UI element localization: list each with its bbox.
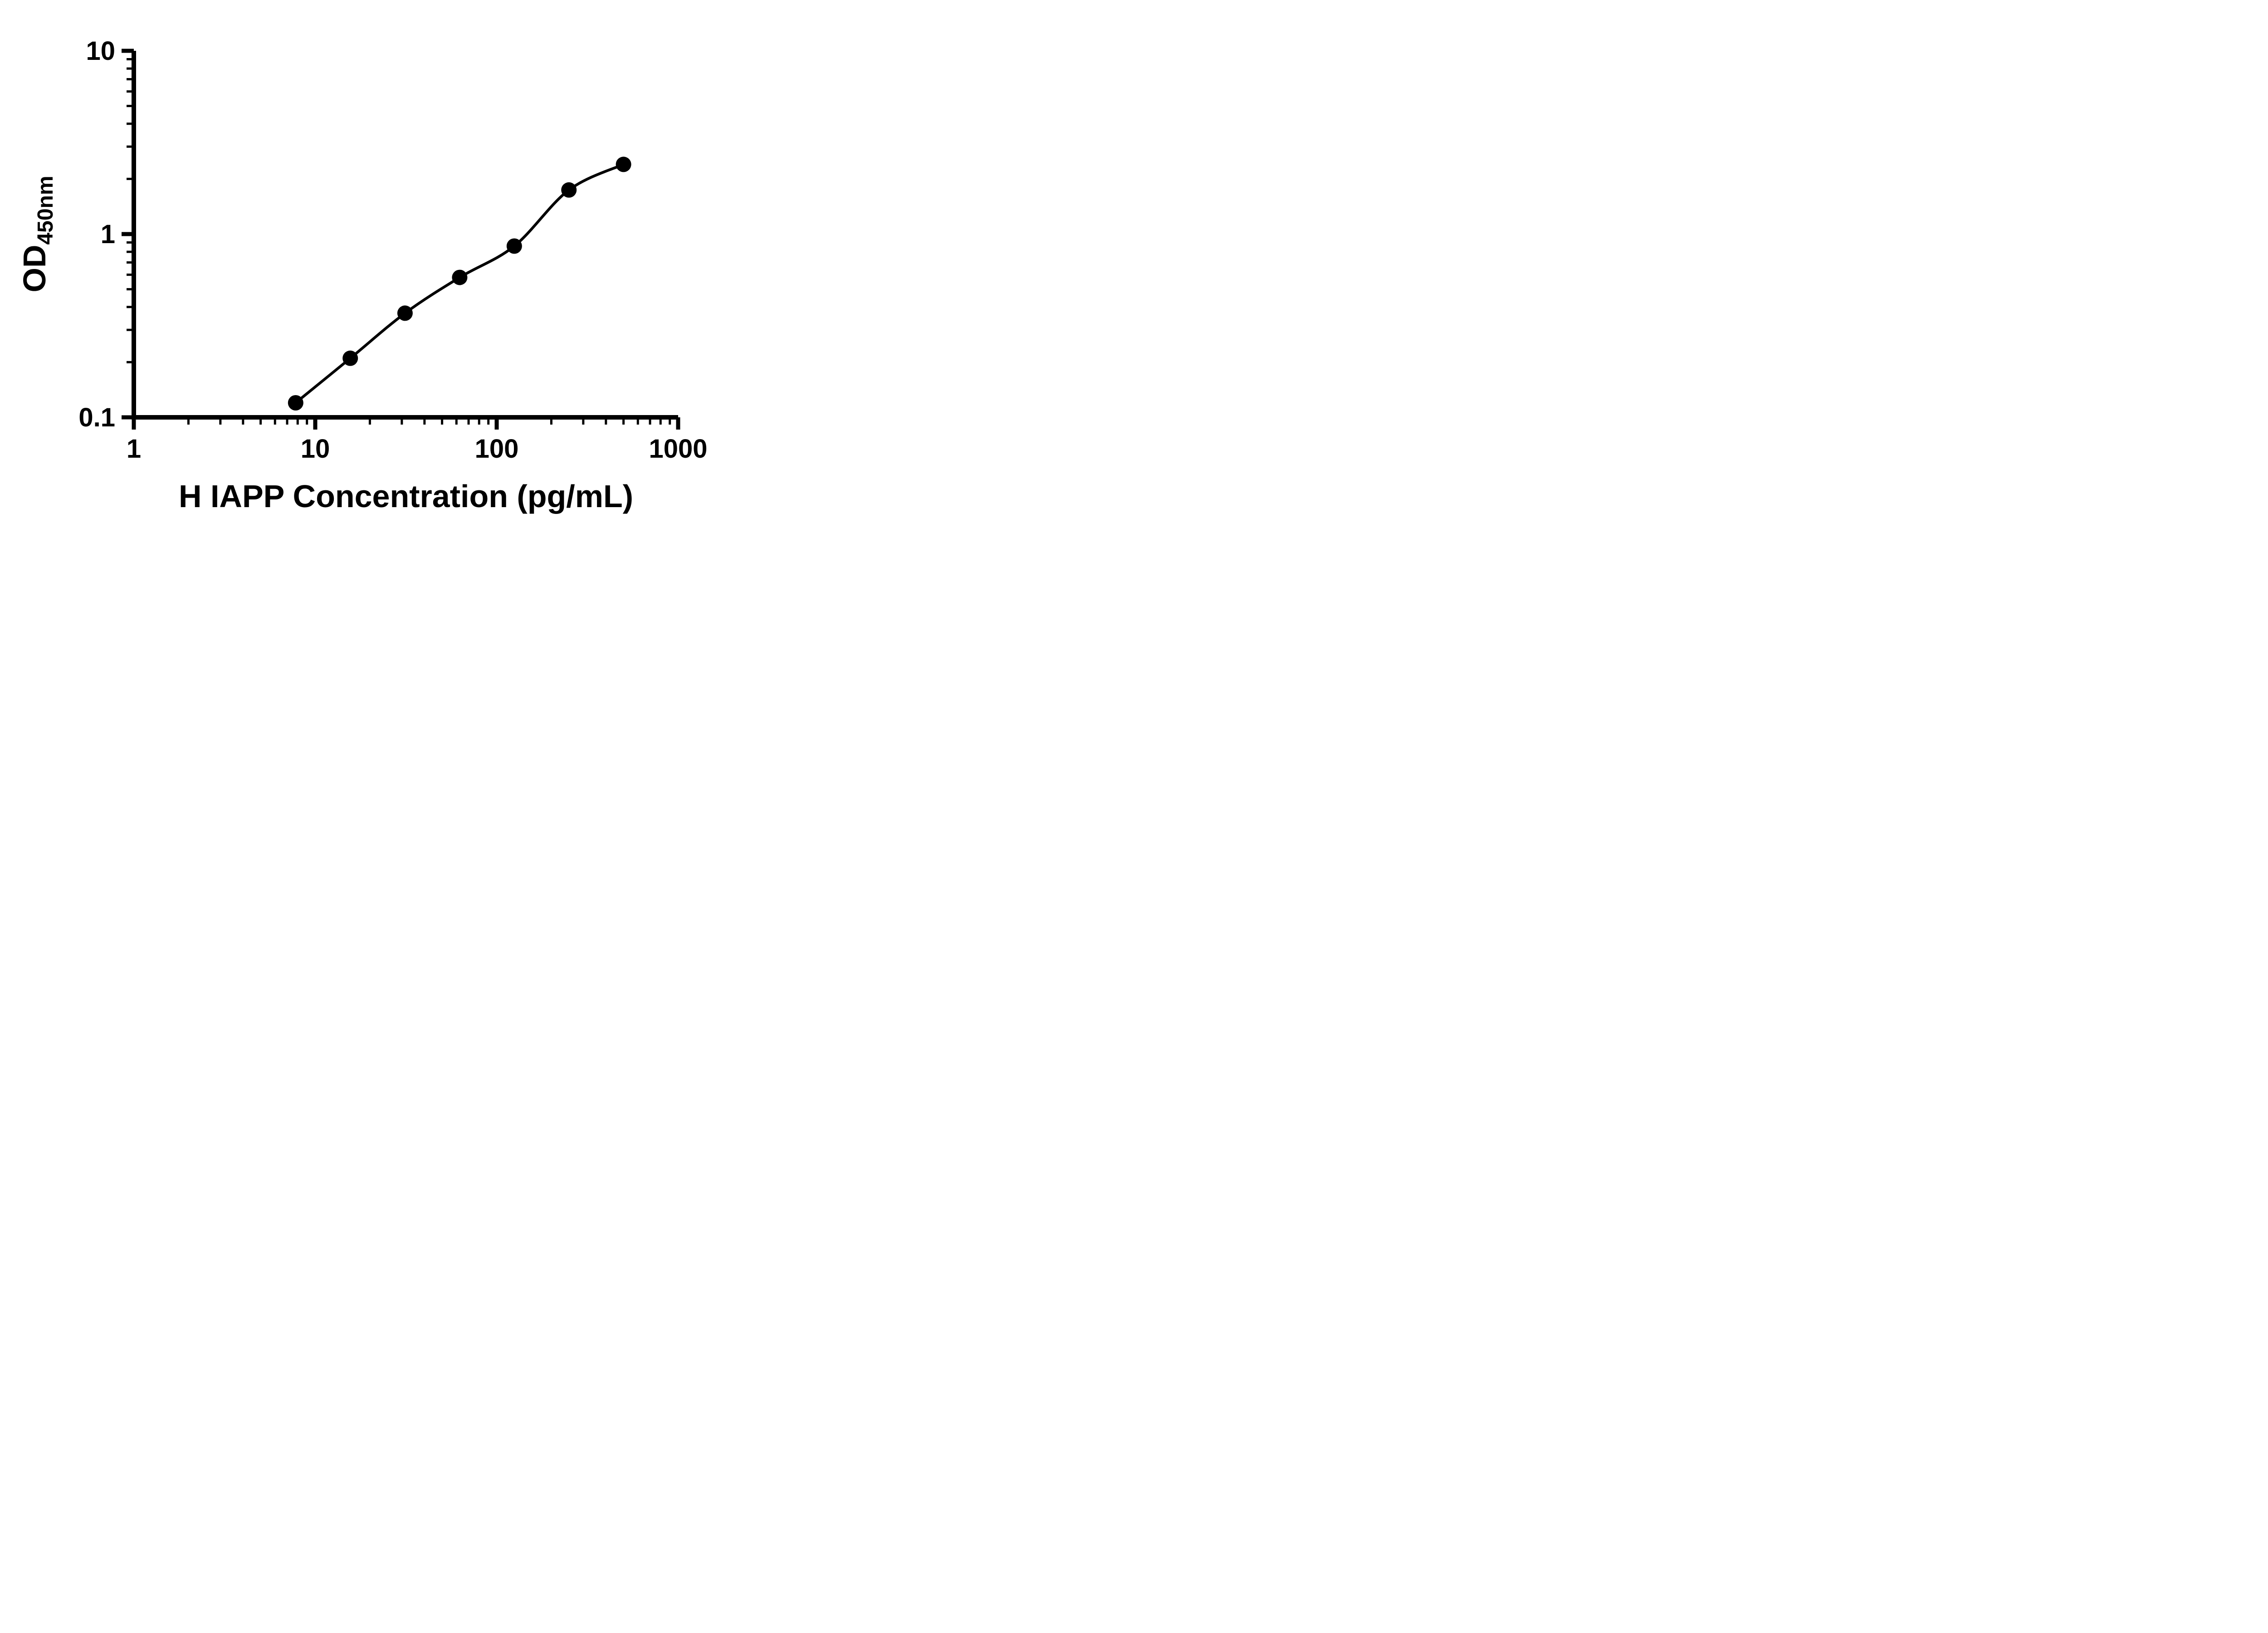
x-tick-label: 100 (475, 434, 519, 464)
x-tick-label: 10 (301, 434, 330, 464)
data-point-marker (506, 238, 522, 254)
elisa-standard-curve-figure: 1 10 100 1000 0.1 1 10 H IAPP Concentration (p… (0, 0, 761, 544)
data-point-marker (342, 350, 358, 366)
x-axis-title: H IAPP Concentration (pg/mL) (179, 479, 633, 514)
x-tick-label: 1 (127, 434, 141, 464)
axis-spine (132, 51, 678, 420)
y-tick-label: 0.1 (78, 403, 115, 432)
y-tick-label: 10 (86, 36, 115, 66)
data-point-marker (397, 305, 413, 321)
y-axis-title-subscript: 450nm (34, 176, 58, 244)
data-point-marker (616, 156, 631, 172)
standard-curve-plot: 1 10 100 1000 0.1 1 10 H IAPP Concentration (p… (17, 36, 708, 514)
y-axis-title-main: OD (17, 245, 52, 293)
data-point-marker (452, 269, 468, 285)
plot-content: 1 10 100 1000 0.1 1 10 (78, 36, 707, 464)
data-point-marker (288, 395, 303, 411)
y-axis-title: OD450nm (17, 176, 58, 292)
data-point-marker (561, 182, 577, 198)
y-tick-label: 1 (101, 220, 115, 249)
x-tick-label: 1000 (649, 434, 707, 464)
